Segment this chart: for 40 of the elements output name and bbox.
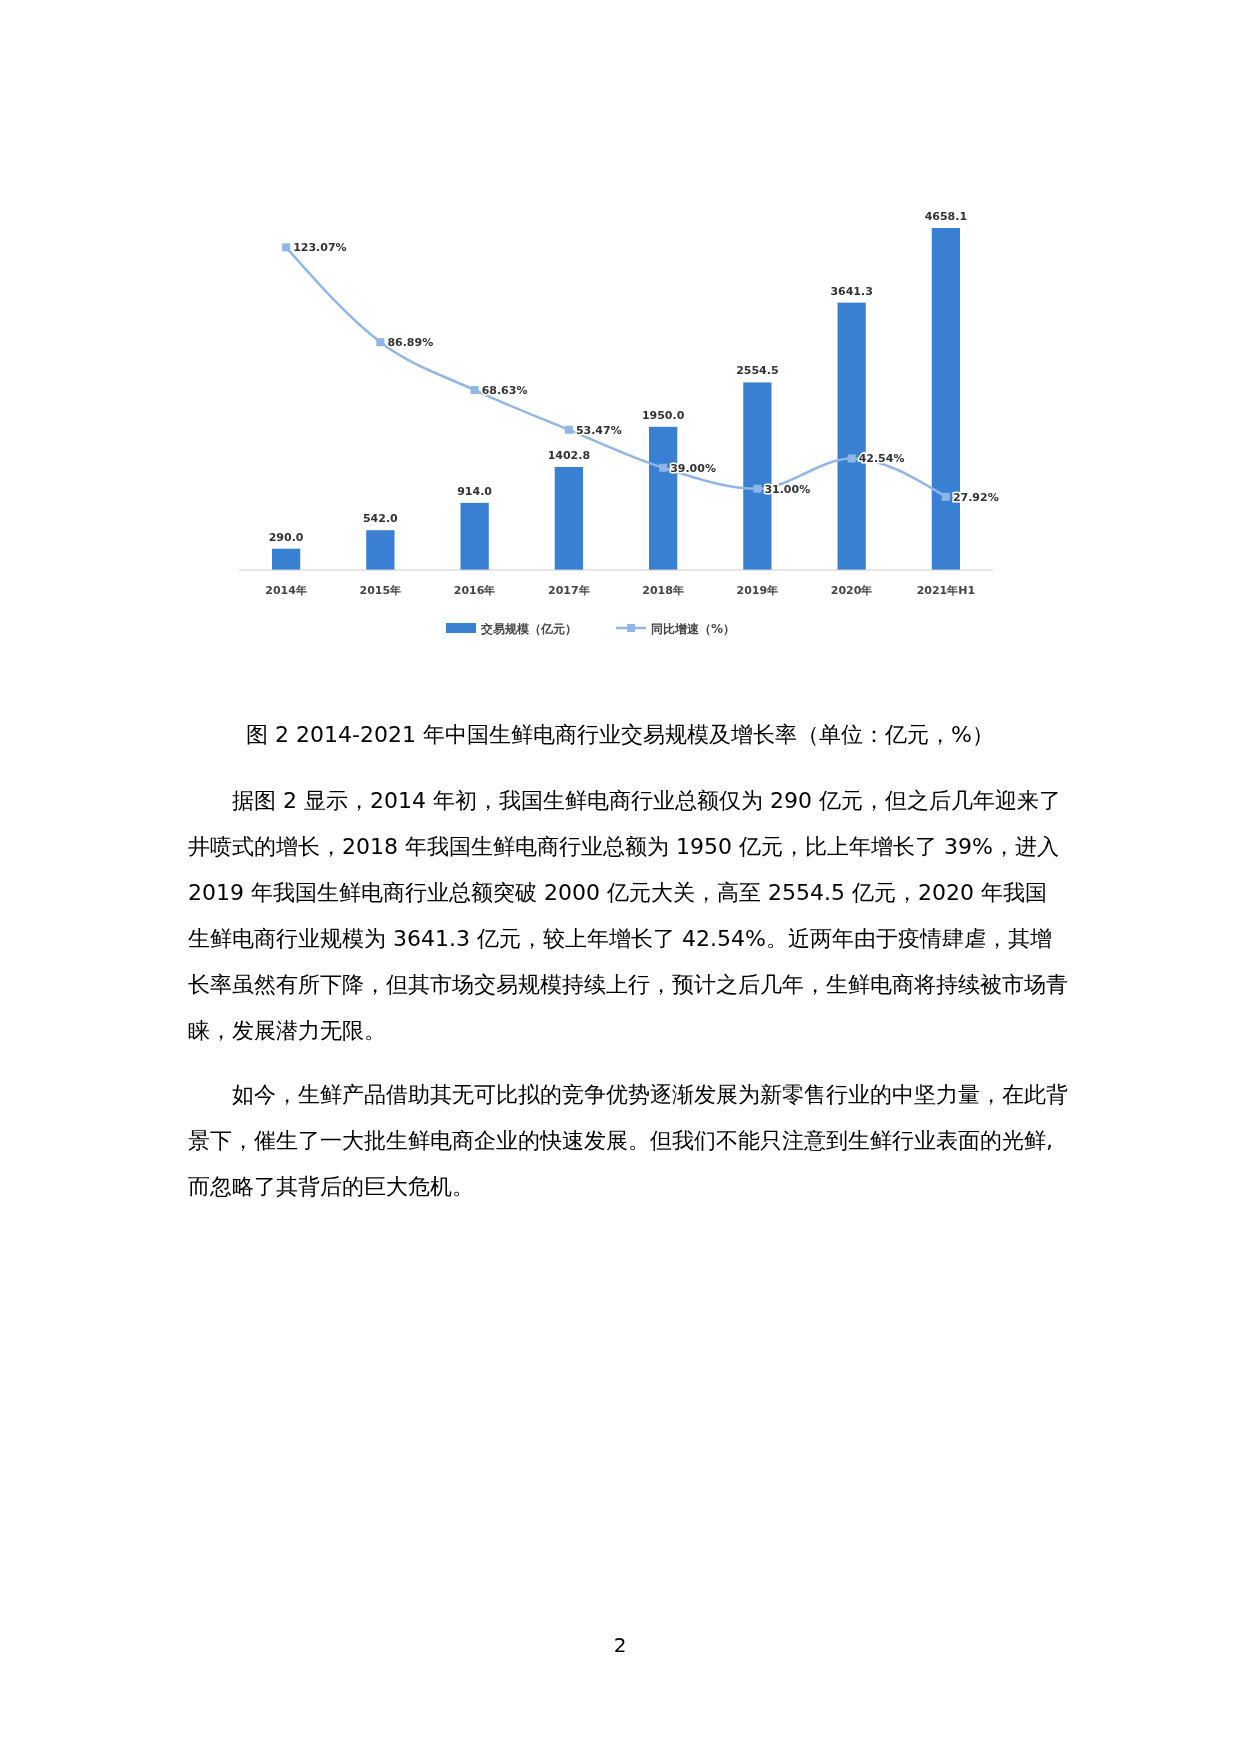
bar — [366, 530, 395, 570]
point — [753, 484, 762, 493]
data-label: 914.0 — [457, 484, 493, 498]
x-tick-label: 2016年 — [453, 584, 496, 597]
caption: 图 2 2014-2021 年中国生鲜电商行业交易规模及增长率（单位：亿元，%） — [245, 721, 995, 749]
text: 据图 2 显示，2014 年初，我国生鲜电商行业总额仅为 290 亿元，但之后几年迎来了井喷式的增长，2018 年我国生鲜电商行业总额为 1950 亿元，比上年增长了 39%，进入 2019 年我国生鲜电商行业总额突破 2000 亿元大关，高至 2554.5 亿元，2020 年我国生鲜电商行业规模为 3641.3 亿元，较上年增长了 42.54%。近两年由于疫情肆虐，其增长率虽然有所下降，但其市场交易规模持续上行，预计之后几年，生鲜电商将持续被市场青睐，发展潜力无限。 — [188, 787, 1068, 1045]
legend-label: 交易规模（亿元） — [480, 622, 577, 636]
data-label: 31.00% — [764, 482, 811, 496]
bar — [271, 548, 301, 570]
data-label: 290.0 — [268, 530, 304, 544]
point — [376, 338, 385, 347]
x-tick-label: 2020年 — [830, 584, 873, 597]
point — [470, 386, 479, 395]
data-label: 4658.1 — [924, 210, 968, 223]
x-tick-label: 2014年 — [265, 584, 307, 597]
point — [941, 492, 950, 501]
legend-label: 同比增速（%） — [651, 622, 736, 636]
bar — [460, 502, 489, 570]
data-label: 3641.3 — [830, 284, 873, 298]
data-label: 86.89% — [387, 336, 434, 350]
x-tick-label: 2019年 — [736, 584, 779, 597]
data-label: 542.0 — [362, 512, 399, 526]
point — [564, 425, 573, 434]
data-label: 42.54% — [858, 452, 905, 466]
data-label: 1402.8 — [547, 449, 591, 463]
point — [847, 454, 856, 463]
data-label: 68.63% — [481, 384, 528, 398]
data-label: 123.07% — [293, 241, 347, 255]
x-tick-label: 2017年 — [548, 584, 590, 597]
x-tick-label: 2015年 — [359, 584, 402, 597]
data-label: 1950.0 — [641, 408, 685, 422]
text: 2 — [612, 1633, 628, 1657]
data-label: 2554.5 — [736, 364, 779, 378]
data-label: 53.47% — [575, 423, 622, 437]
point — [659, 463, 668, 472]
x-tick-label: 2018年 — [642, 584, 684, 597]
x-tick-label: 2021年H1 — [916, 584, 976, 597]
point — [282, 243, 291, 252]
bar — [554, 467, 584, 570]
text: 如今，生鲜产品借助其无可比拟的竞争优势逐渐发展为新零售行业的中坚力量，在此背景下，催生了一大批生鲜电商企业的快速发展。但我们不能只注意到生鲜行业表面的光鲜,而忽略了其背后的巨大危机。 — [188, 1081, 1068, 1201]
